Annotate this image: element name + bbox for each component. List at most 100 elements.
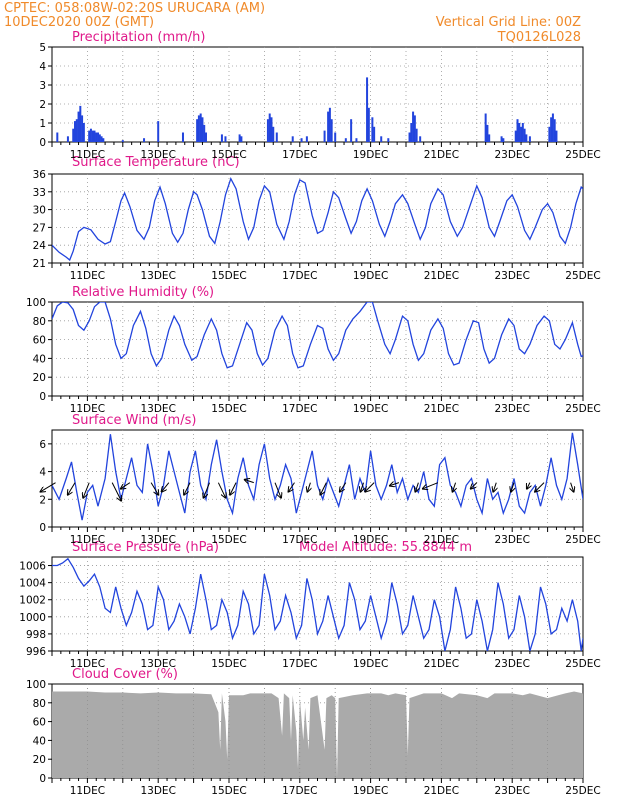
wind-vector-arrow xyxy=(511,482,514,492)
precip-bar xyxy=(266,119,269,142)
pressure-ytick-label: 1000 xyxy=(19,612,46,624)
humidity-xtick-label: 15DEC xyxy=(211,403,246,415)
precip-bar xyxy=(344,138,347,142)
wind-line xyxy=(52,432,583,521)
cloud-ytick-label: 20 xyxy=(33,754,46,766)
header-model-code: TQ0126L028 xyxy=(497,30,581,45)
wind-vector-arrow xyxy=(204,482,210,498)
precip-bar xyxy=(305,136,308,142)
humidity-frame xyxy=(51,301,584,397)
precip-bar xyxy=(484,113,487,142)
header-location: CPTEC: 058:08W-02:20S URUCARA (AM) xyxy=(4,1,265,16)
wind-vector-arrow xyxy=(68,482,76,495)
cloud-ytick-label: 100 xyxy=(26,679,46,691)
wind-vector-arrow xyxy=(453,482,456,492)
precip-bar xyxy=(196,119,199,142)
precip-bar xyxy=(89,128,92,142)
pressure-ytick-label: 996 xyxy=(26,646,46,658)
precip-bar xyxy=(523,128,526,142)
wind-xtick-label: 25DEC xyxy=(565,534,600,546)
precip-xtick-label: 15DEC xyxy=(211,149,246,161)
precip-bar xyxy=(102,138,105,142)
temperature-xtick-label: 25DEC xyxy=(565,270,600,282)
humidity-xtick-label: 11DEC xyxy=(70,403,105,415)
precip-bar xyxy=(525,134,528,142)
precip-bar xyxy=(291,136,294,142)
wind-vector-arrow xyxy=(83,482,90,498)
wind-xtick-label: 17DEC xyxy=(282,534,317,546)
header-grid-note: Vertical Grid Line: 00Z xyxy=(436,15,581,30)
wind-vector-arrow xyxy=(365,482,375,492)
precip-frame xyxy=(51,46,584,143)
precip-bar xyxy=(272,126,275,142)
precip-bar xyxy=(98,134,101,142)
precip-panel-title: Precipitation (mm/h) xyxy=(72,30,205,45)
humidity-ytick-label: 80 xyxy=(33,316,46,328)
temperature-ytick-label: 30 xyxy=(33,205,46,217)
temperature-xtick-label: 11DEC xyxy=(70,270,105,282)
pressure-ytick-label: 1006 xyxy=(19,561,46,573)
precip-bar xyxy=(371,117,374,142)
precip-bar xyxy=(355,138,358,142)
pressure-ytick-label: 1002 xyxy=(19,595,46,607)
pressure-xtick-label: 11DEC xyxy=(70,658,105,670)
wind-vector-arrow xyxy=(423,482,439,489)
pressure-panel: 996 998 1000 1002 1004 1006 11DEC 13DEC 15DEC 17D… xyxy=(19,556,601,670)
precip-bar xyxy=(220,134,223,142)
temperature-xtick-label: 15DEC xyxy=(211,270,246,282)
precip-ytick-label: 2 xyxy=(39,99,46,111)
precip-bar xyxy=(201,117,204,142)
precip-ytick-label: 1 xyxy=(39,118,46,130)
precip-bar xyxy=(77,111,80,142)
model-altitude-label: Model Altitude: 55.8844 m xyxy=(299,540,472,555)
cloud-panel-title: Cloud Cover (%) xyxy=(72,667,178,682)
precip-bar xyxy=(410,123,413,142)
precip-ytick-label: 0 xyxy=(39,137,46,149)
precip-bar xyxy=(238,134,241,142)
cloud-xtick-label: 15DEC xyxy=(211,785,246,797)
precip-bar xyxy=(516,119,519,142)
precip-bar xyxy=(95,132,98,142)
precip-bar xyxy=(224,136,227,142)
precip-bar xyxy=(203,124,206,142)
wind-vector-arrow xyxy=(111,482,121,501)
precip-bar xyxy=(412,111,415,142)
wind-vector-arrow xyxy=(288,482,295,492)
humidity-xtick-label: 25DEC xyxy=(565,403,600,415)
precip-xtick-label: 23DEC xyxy=(494,149,529,161)
precip-bar xyxy=(380,136,383,142)
precip-xtick-label: 21DEC xyxy=(424,149,459,161)
precip-bar xyxy=(275,132,278,142)
precip-bar xyxy=(413,115,416,142)
cloud-ytick-label: 40 xyxy=(33,735,46,747)
humidity-ytick-label: 60 xyxy=(33,335,46,347)
cloud-xtick-label: 17DEC xyxy=(282,785,317,797)
wind-ytick-label: 6 xyxy=(39,439,46,451)
humidity-xtick-label: 13DEC xyxy=(140,403,175,415)
humidity-xtick-label: 19DEC xyxy=(353,403,388,415)
humidity-ytick-label: 40 xyxy=(33,353,46,365)
wind-vector-arrow xyxy=(162,482,170,492)
pressure-ytick-label: 998 xyxy=(26,629,46,641)
humidity-xtick-label: 17DEC xyxy=(282,403,317,415)
pressure-xtick-label: 21DEC xyxy=(424,658,459,670)
wind-vector-arrow xyxy=(415,482,418,492)
temperature-series xyxy=(52,177,583,262)
precip-bar xyxy=(327,111,330,142)
wind-vector-arrow xyxy=(121,482,131,489)
wind-series xyxy=(52,432,583,521)
temperature-ytick-label: 27 xyxy=(33,222,46,234)
precip-bar xyxy=(93,130,96,142)
cloud-ytick-label: 60 xyxy=(33,717,46,729)
precip-bar xyxy=(518,123,521,142)
temperature-xtick-label: 17DEC xyxy=(282,270,317,282)
wind-xtick-label: 21DEC xyxy=(424,534,459,546)
precip-bar xyxy=(408,132,411,142)
wind-panel: 0 2 4 6 11DEC 13DEC 15DEC 17DEC 19DEC 21DEC 23DEC 2… xyxy=(39,429,601,546)
precip-bar xyxy=(197,115,200,142)
wind-xtick-label: 23DEC xyxy=(494,534,529,546)
pressure-line xyxy=(52,557,583,651)
wind-vector-arrow xyxy=(245,480,254,483)
wind-vector-arrow xyxy=(390,483,400,486)
pressure-panel-title: Surface Pressure (hPa) xyxy=(72,540,219,555)
